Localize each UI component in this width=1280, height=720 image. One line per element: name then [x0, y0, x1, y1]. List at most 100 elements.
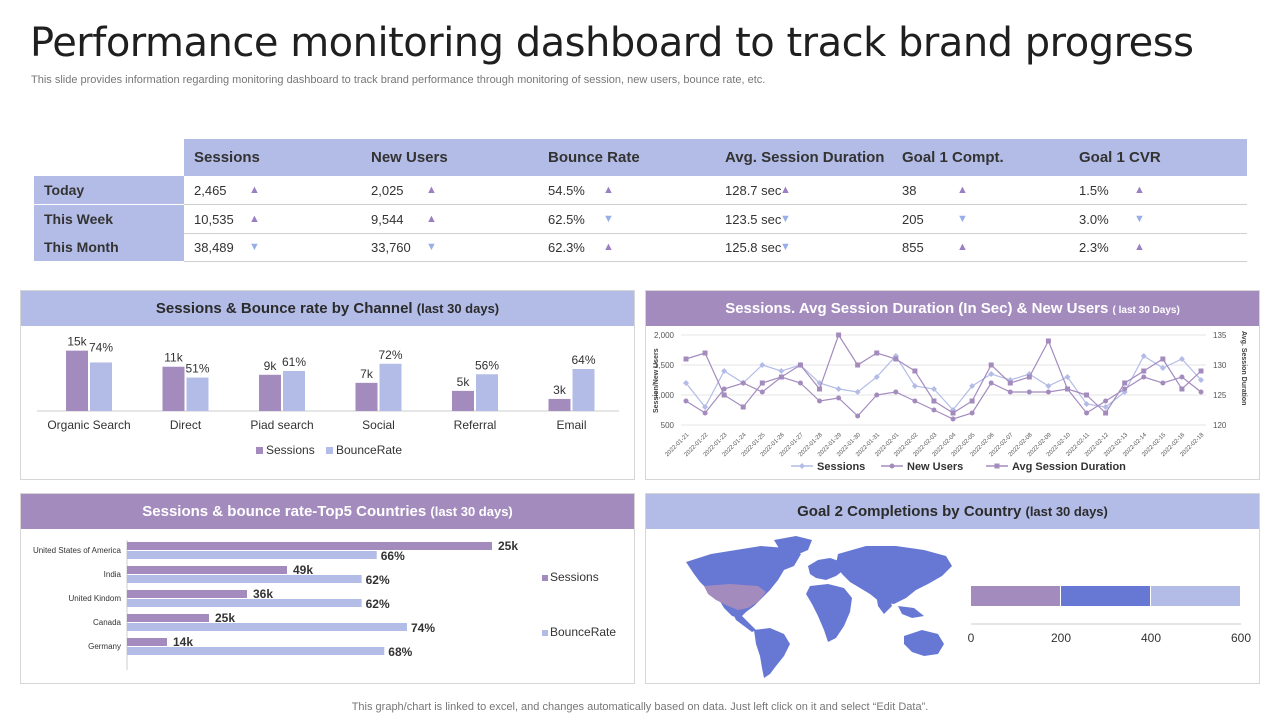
point-avg-duration — [855, 362, 861, 368]
bar-sessions — [127, 614, 209, 622]
point-avg-duration — [778, 374, 784, 380]
bar-sessions — [162, 366, 185, 411]
point-sessions — [778, 368, 785, 374]
point-new-users — [1007, 389, 1013, 395]
point-new-users — [817, 398, 823, 404]
trend-up-icon: ▲ — [780, 184, 791, 196]
bar-bouncerate — [127, 575, 362, 583]
kpi-value: 62.5% — [548, 212, 585, 227]
legend-swatch-sessions — [256, 447, 263, 454]
point-new-users — [912, 398, 918, 404]
point-avg-duration — [1084, 392, 1090, 398]
legend-label-sessions: Sessions — [550, 570, 599, 584]
trend-up-icon: ▲ — [957, 241, 968, 253]
countries-chart-header: Sessions & bounce rate-Top5 Countries (l… — [21, 494, 634, 529]
countries-chart-panel: Sessions & bounce rate-Top5 Countries (l… — [20, 493, 635, 684]
legend-marker — [889, 463, 895, 469]
data-label-bouncerate: 68% — [388, 645, 412, 659]
data-label-bouncerate: 66% — [381, 549, 405, 563]
bar-bouncerate — [283, 370, 305, 411]
right-tick-label: 125 — [1213, 391, 1227, 400]
point-avg-duration — [1045, 338, 1051, 344]
point-avg-duration — [1026, 374, 1032, 380]
trend-up-icon: ▲ — [1134, 184, 1145, 196]
kpi-value: 3.0% — [1079, 212, 1109, 227]
stacked-segment — [971, 586, 1060, 606]
point-sessions — [721, 368, 728, 374]
point-sessions — [1140, 353, 1147, 359]
point-new-users — [797, 380, 803, 386]
data-label-sessions: 25k — [215, 611, 235, 625]
point-avg-duration — [988, 362, 994, 368]
bar-sessions — [127, 542, 492, 550]
kpi-value: 2.3% — [1079, 240, 1109, 255]
trend-up-icon: ▲ — [249, 184, 260, 196]
point-sessions — [683, 380, 689, 386]
point-new-users — [1026, 389, 1032, 395]
point-sessions — [1045, 383, 1052, 389]
trend-down-icon: ▼ — [780, 213, 791, 225]
point-sessions — [835, 386, 842, 392]
bar-bouncerate — [127, 623, 407, 631]
category-label: United Kindom — [69, 594, 122, 603]
kpi-row-divider — [184, 204, 1247, 205]
goal2-panel: Goal 2 Completions by Country (last 30 d… — [645, 493, 1260, 684]
bar-sessions — [548, 398, 571, 411]
map-southeast-asia — [898, 606, 924, 618]
point-sessions — [1064, 374, 1071, 380]
kpi-value: 38 — [902, 183, 917, 198]
point-avg-duration — [740, 404, 746, 410]
series-line-sessions — [685, 355, 1202, 411]
data-label-sessions: 15k — [67, 335, 87, 349]
right-axis-label: Avg. Session Duration — [1240, 331, 1247, 405]
left-tick-label: 1,000 — [654, 391, 675, 400]
data-label-bouncerate: 64% — [571, 353, 595, 367]
data-label-sessions: 25k — [498, 539, 518, 553]
point-avg-duration — [721, 392, 727, 398]
goal2-chart: 0 200 400 600 — [968, 586, 1251, 645]
x-tick-label: 0 — [968, 631, 975, 645]
data-label-bouncerate: 61% — [282, 355, 306, 369]
legend-swatch-bouncerate — [326, 447, 333, 454]
kpi-column-header: Goal 1 CVR — [1079, 149, 1161, 166]
point-avg-duration — [1198, 368, 1204, 374]
timeline-chart: 2,000 1,500 1,000 500 135 130 125 120 Session/Ne… — [653, 331, 1247, 473]
trend-up-icon: ▲ — [603, 241, 614, 253]
legend-label-bouncerate: BounceRate — [550, 625, 616, 639]
point-new-users — [1103, 398, 1109, 404]
map-australia — [904, 630, 944, 656]
kpi-value: 855 — [902, 240, 924, 255]
bar-bouncerate — [476, 374, 498, 411]
countries-chart: 25k 66% United States of America 49k 62% Indi… — [33, 539, 616, 670]
map-central-america — [732, 612, 756, 632]
channel-chart-period: (last 30 days) — [416, 301, 500, 316]
timeline-chart-panel: Sessions. Avg Session Duration (In Sec) … — [645, 290, 1260, 480]
series-line-new-users — [685, 376, 1202, 420]
point-avg-duration — [836, 332, 842, 338]
left-axis-label: Session/New Users — [653, 348, 660, 413]
point-new-users — [988, 380, 994, 386]
timeline-chart-period: ( last 30 Days) — [1112, 305, 1180, 316]
kpi-row-divider — [184, 233, 1247, 234]
point-sessions — [1159, 365, 1166, 371]
data-label-sessions: 11k — [164, 351, 183, 365]
point-new-users — [702, 410, 708, 416]
point-avg-duration — [1160, 356, 1166, 362]
channel-chart-title: Sessions & Bounce rate by Channel — [155, 300, 413, 317]
data-label-sessions: 3k — [553, 383, 567, 397]
data-label-sessions: 5k — [457, 375, 471, 389]
point-sessions — [1178, 356, 1185, 362]
point-sessions — [1083, 401, 1090, 407]
legend-swatch-sessions — [542, 575, 548, 581]
map-india — [876, 594, 892, 614]
page-title: Performance monitoring dashboard to trac… — [30, 20, 1194, 66]
trend-down-icon: ▼ — [1134, 213, 1145, 225]
legend-marker — [799, 463, 805, 469]
point-sessions — [911, 383, 918, 389]
point-new-users — [1084, 410, 1090, 416]
map-north-america — [686, 546, 801, 618]
kpi-column-header: Goal 1 Compt. — [902, 149, 1004, 166]
point-new-users — [759, 389, 765, 395]
point-avg-duration — [950, 410, 956, 416]
stacked-segment — [1151, 586, 1240, 606]
